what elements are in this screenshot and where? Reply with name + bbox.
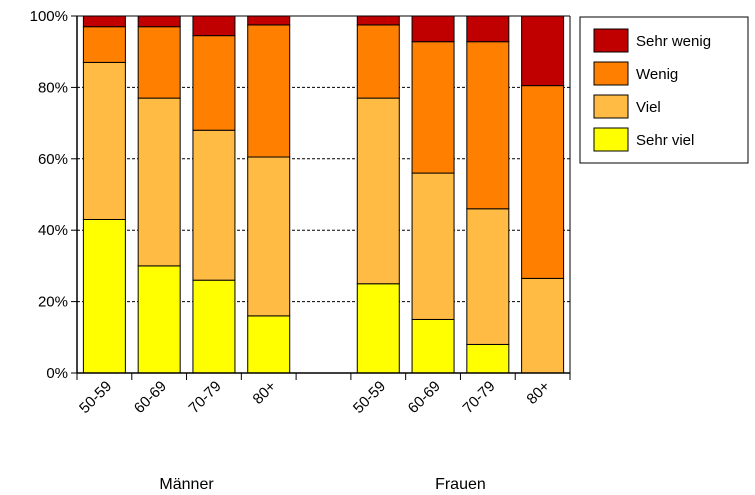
bar-segment-wenig <box>247 24 291 158</box>
bar-segment-sehr-viel <box>247 315 291 374</box>
bar-segment-wenig <box>466 41 510 210</box>
legend-swatch <box>593 61 629 86</box>
bar-segment-sehr-wenig <box>192 15 236 37</box>
x-tick-label: 80+ <box>250 378 280 408</box>
legend-label: Sehr viel <box>636 132 694 149</box>
legend-label: Wenig <box>636 66 678 83</box>
x-tick-label: 50-59 <box>76 378 115 417</box>
bar-segment-sehr-wenig <box>411 15 455 43</box>
bar-segment-wenig <box>192 35 236 131</box>
x-tick-label: 50-59 <box>350 378 389 417</box>
bar-segment-sehr-wenig <box>82 15 126 28</box>
x-tick-label: 60-69 <box>405 378 444 417</box>
bar-segment-viel <box>356 97 400 285</box>
y-tick-label: 20% <box>38 294 68 311</box>
y-tick-label: 60% <box>38 151 68 168</box>
y-tick-label: 40% <box>38 222 68 239</box>
bar-segment-sehr-wenig <box>247 15 291 26</box>
bar-segment-sehr-viel <box>411 318 455 374</box>
x-tick-label: 60-69 <box>131 378 170 417</box>
y-tick-label: 100% <box>30 8 68 25</box>
bars <box>82 15 565 374</box>
bar-segment-sehr-viel <box>466 343 510 374</box>
bar-segment-viel <box>466 208 510 345</box>
legend-label: Sehr wenig <box>636 33 711 50</box>
bar-segment-viel <box>137 97 181 267</box>
group-label: Männer <box>159 476 214 493</box>
legend-label: Viel <box>636 99 661 116</box>
bar-segment-viel <box>411 172 455 320</box>
x-tick-label: 80+ <box>523 378 553 408</box>
group-label: Frauen <box>435 476 486 493</box>
bar-segment-sehr-viel <box>356 283 400 374</box>
bar-segment-wenig <box>356 24 400 99</box>
legend-swatch <box>593 127 629 152</box>
bar-segment-viel <box>82 61 126 220</box>
legend-swatch <box>593 94 629 119</box>
bar-segment-wenig <box>137 26 181 99</box>
y-tick-label: 0% <box>46 365 68 382</box>
bar-segment-sehr-wenig <box>521 15 565 87</box>
bar-segment-viel <box>247 156 291 317</box>
bar-segment-wenig <box>521 85 565 279</box>
bar-segment-wenig <box>82 26 126 63</box>
legend: Sehr wenig Wenig Viel Sehr viel <box>579 16 749 164</box>
x-tick-label: 70-79 <box>460 378 499 417</box>
bar-segment-sehr-viel <box>192 279 236 374</box>
bar-segment-sehr-wenig <box>466 15 510 43</box>
legend-swatch <box>593 28 629 53</box>
bar-segment-sehr-viel <box>82 218 126 374</box>
bar-segment-wenig <box>411 41 455 174</box>
bar-segment-viel <box>521 277 565 374</box>
axes <box>71 15 571 380</box>
bar-segment-sehr-wenig <box>356 15 400 26</box>
bar-segment-viel <box>192 129 236 281</box>
bar-segment-sehr-wenig <box>137 15 181 28</box>
bar-segment-sehr-viel <box>137 265 181 374</box>
x-tick-label: 70-79 <box>186 378 225 417</box>
y-tick-label: 80% <box>38 79 68 96</box>
